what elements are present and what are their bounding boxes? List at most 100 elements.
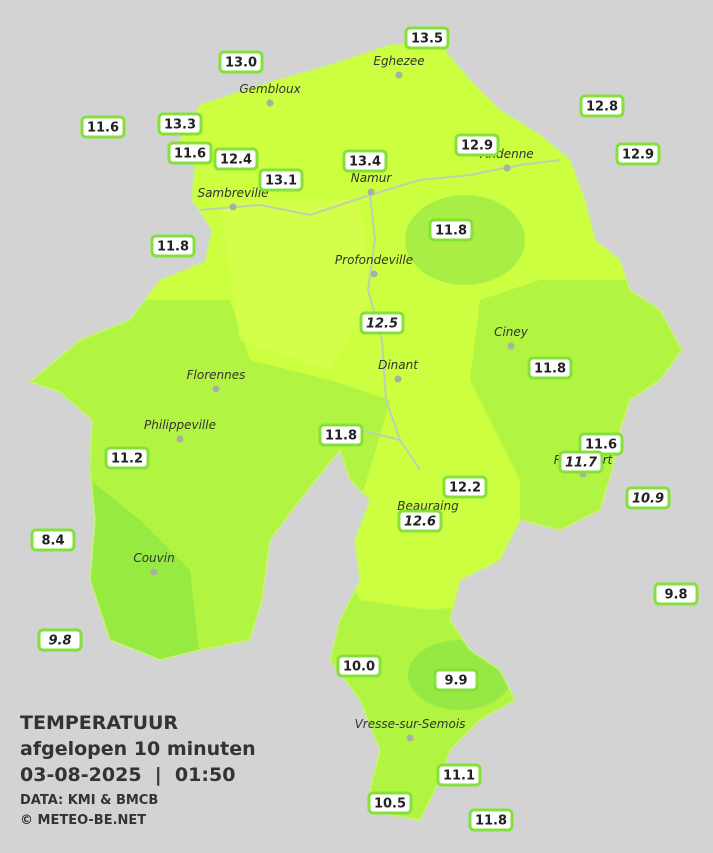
reading-box	[104, 446, 150, 470]
reading: 12.8	[579, 94, 625, 118]
title-line: afgelopen 10 minuten	[20, 738, 256, 760]
place-dot	[212, 385, 220, 393]
reading: 10.9	[625, 486, 671, 510]
place-name: Vresse-sur-Semois	[355, 717, 466, 731]
reading: 11.6	[578, 432, 624, 456]
reading: 12.6	[397, 509, 443, 533]
reading-box	[615, 142, 661, 166]
reading-value: 13.3	[164, 118, 196, 133]
reading-value: 12.5	[366, 317, 398, 332]
title-line: 03-08-2025 | 01:50	[20, 764, 235, 786]
place-dot	[367, 188, 375, 196]
reading: 12.9	[454, 133, 500, 157]
place-name: Dinant	[378, 358, 419, 372]
reading-value: 11.6	[585, 438, 617, 453]
place-name: Gembloux	[239, 82, 301, 96]
place-dot	[150, 568, 158, 576]
reading-value: 12.6	[404, 515, 436, 530]
source: © METEO-BE.NET	[20, 813, 146, 828]
place-dot	[176, 435, 184, 443]
reading: 11.8	[428, 218, 474, 242]
reading-box	[653, 582, 699, 606]
reading-box	[433, 668, 479, 692]
reading-value: 13.1	[265, 174, 297, 189]
reading-value: 12.2	[449, 481, 481, 496]
reading-value: 11.7	[565, 456, 598, 471]
place-dot	[266, 99, 274, 107]
reading: 11.1	[436, 763, 482, 787]
reading-box	[342, 149, 388, 173]
reading-box	[167, 141, 213, 165]
reading-box	[454, 133, 500, 157]
reading-box	[558, 450, 604, 474]
river	[199, 159, 561, 471]
place-dot	[507, 342, 515, 350]
place-name: Florennes	[187, 368, 246, 382]
reading: 13.1	[258, 168, 304, 192]
reading-box	[579, 94, 625, 118]
reading: 11.8	[527, 356, 573, 380]
place-name: Eghezee	[373, 54, 424, 68]
reading-value: 11.8	[534, 362, 566, 377]
reading: 11.8	[318, 423, 364, 447]
reading: 13.4	[342, 149, 388, 173]
reading-box	[359, 311, 405, 335]
reading-value: 11.6	[174, 147, 206, 162]
reading: 12.5	[359, 311, 405, 335]
reading: 9.8	[37, 628, 83, 652]
reading: 12.4	[213, 147, 259, 171]
place-dot	[503, 164, 511, 172]
reading-value: 9.9	[444, 674, 467, 689]
reading-box	[336, 654, 382, 678]
reading-value: 11.1	[443, 769, 475, 784]
reading-value: 10.9	[632, 492, 664, 507]
reading: 10.5	[367, 791, 413, 815]
reading: 13.3	[157, 112, 203, 136]
reading-value: 13.0	[225, 56, 257, 71]
reading-value: 12.4	[220, 153, 252, 168]
reading-value: 11.8	[475, 814, 507, 829]
place-name: Philippeville	[144, 418, 216, 432]
reading: 11.6	[167, 141, 213, 165]
reading-box	[318, 423, 364, 447]
reading: 12.2	[442, 475, 488, 499]
reading-value: 12.8	[586, 100, 618, 115]
reading-value: 11.8	[435, 224, 467, 239]
place-dot	[395, 71, 403, 79]
reading-box	[30, 528, 76, 552]
reading-value: 8.4	[41, 534, 64, 549]
reading: 13.5	[404, 26, 450, 50]
reading-box	[436, 763, 482, 787]
reading: 11.6	[80, 115, 126, 139]
reading-box	[404, 26, 450, 50]
reading-box	[258, 168, 304, 192]
reading-box	[442, 475, 488, 499]
reading-box	[80, 115, 126, 139]
reading-box	[367, 791, 413, 815]
reading-box	[150, 234, 196, 258]
reading-value: 12.9	[622, 148, 654, 163]
reading-value: 12.9	[461, 139, 493, 154]
reading: 9.9	[433, 668, 479, 692]
reading-value: 10.5	[374, 797, 406, 812]
title-line: TEMPERATUUR	[20, 712, 178, 734]
place-name: Sambreville	[197, 186, 268, 200]
place-dot	[370, 270, 378, 278]
reading-box	[397, 509, 443, 533]
reading: 11.7	[558, 450, 604, 474]
reading-value: 9.8	[664, 588, 687, 603]
reading-value: 11.2	[111, 452, 143, 467]
reading-value: 9.8	[48, 634, 71, 649]
reading-value: 13.4	[349, 155, 381, 170]
place-name: Profondeville	[335, 253, 413, 267]
place-dot	[394, 375, 402, 383]
place-name: Ciney	[494, 325, 529, 339]
reading: 11.8	[468, 808, 514, 832]
reading-value: 11.8	[157, 240, 189, 255]
reading: 8.4	[30, 528, 76, 552]
source: DATA: KMI & BMCB	[20, 793, 158, 808]
reading-value: 11.6	[87, 121, 119, 136]
reading-box	[157, 112, 203, 136]
reading-value: 13.5	[411, 32, 443, 47]
